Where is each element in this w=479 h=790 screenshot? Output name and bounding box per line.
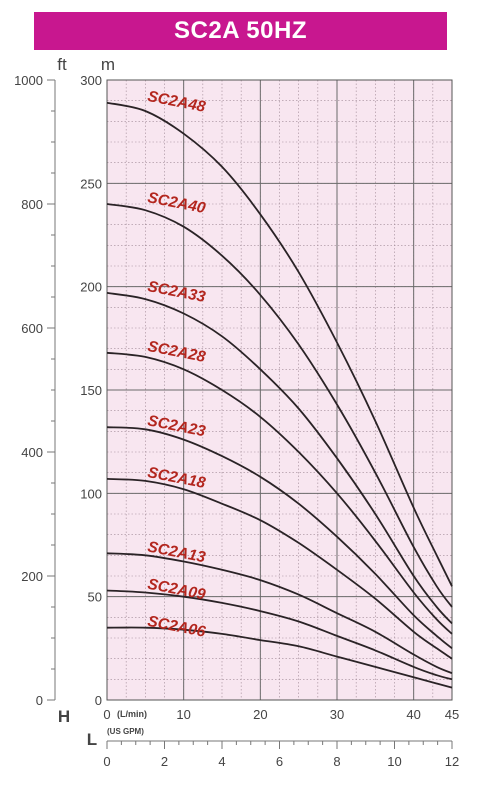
curve-sc2a48 bbox=[106, 101, 453, 587]
gpm-tick-label: 12 bbox=[445, 754, 459, 769]
ft-tick-label: 800 bbox=[21, 197, 43, 212]
lmin-tick-label: 10 bbox=[176, 707, 190, 722]
ft-tick-label: 400 bbox=[21, 445, 43, 460]
lmin-unit-label: (L/min) bbox=[117, 709, 147, 719]
gpm-tick-label: 4 bbox=[218, 754, 225, 769]
lmin-tick-label: 45 bbox=[445, 707, 459, 722]
lmin-tick-label: 20 bbox=[253, 707, 267, 722]
lmin-tick-label: 40 bbox=[406, 707, 420, 722]
m-tick-label: 0 bbox=[95, 693, 102, 708]
gpm-tick-label: 6 bbox=[276, 754, 283, 769]
m-tick-label: 300 bbox=[80, 73, 102, 88]
lmin-tick-label: 30 bbox=[330, 707, 344, 722]
curve-sc2a06 bbox=[106, 626, 453, 689]
major-grid bbox=[106, 79, 453, 701]
curve-sc2a33 bbox=[106, 292, 453, 625]
m-tick-label: 250 bbox=[80, 176, 102, 191]
ft-tick-label: 1000 bbox=[14, 73, 43, 88]
m-unit-label: m bbox=[101, 55, 115, 74]
ft-tick-label: 0 bbox=[36, 693, 43, 708]
m-tick-label: 200 bbox=[80, 280, 102, 295]
gpm-tick-label: 2 bbox=[161, 754, 168, 769]
lmin-tick-label: 0 bbox=[103, 707, 110, 722]
m-tick-label: 150 bbox=[80, 383, 102, 398]
gpm-unit-label: (US GPM) bbox=[107, 727, 144, 736]
gpm-tick-label: 10 bbox=[387, 754, 401, 769]
m-tick-label: 50 bbox=[88, 590, 102, 605]
l-axis-letter: L bbox=[87, 730, 97, 749]
gpm-tick-label: 8 bbox=[333, 754, 340, 769]
curve-sc2a18 bbox=[106, 478, 453, 660]
curves bbox=[106, 101, 453, 689]
plot-frame bbox=[106, 79, 453, 701]
gpm-tick-label: 0 bbox=[103, 754, 110, 769]
curve-sc2a23 bbox=[106, 426, 453, 650]
h-axis-letter: H bbox=[58, 707, 70, 726]
ft-unit-label: ft bbox=[57, 55, 67, 74]
curve-sc2a13 bbox=[106, 552, 453, 674]
ft-tick-label: 600 bbox=[21, 321, 43, 336]
curve-sc2a09 bbox=[106, 589, 453, 681]
ft-tick-label: 200 bbox=[21, 569, 43, 584]
m-tick-label: 100 bbox=[80, 486, 102, 501]
curve-sc2a28 bbox=[106, 351, 453, 635]
chart-title: SC2A 50HZ bbox=[34, 12, 447, 50]
curve-sc2a40 bbox=[106, 203, 453, 608]
